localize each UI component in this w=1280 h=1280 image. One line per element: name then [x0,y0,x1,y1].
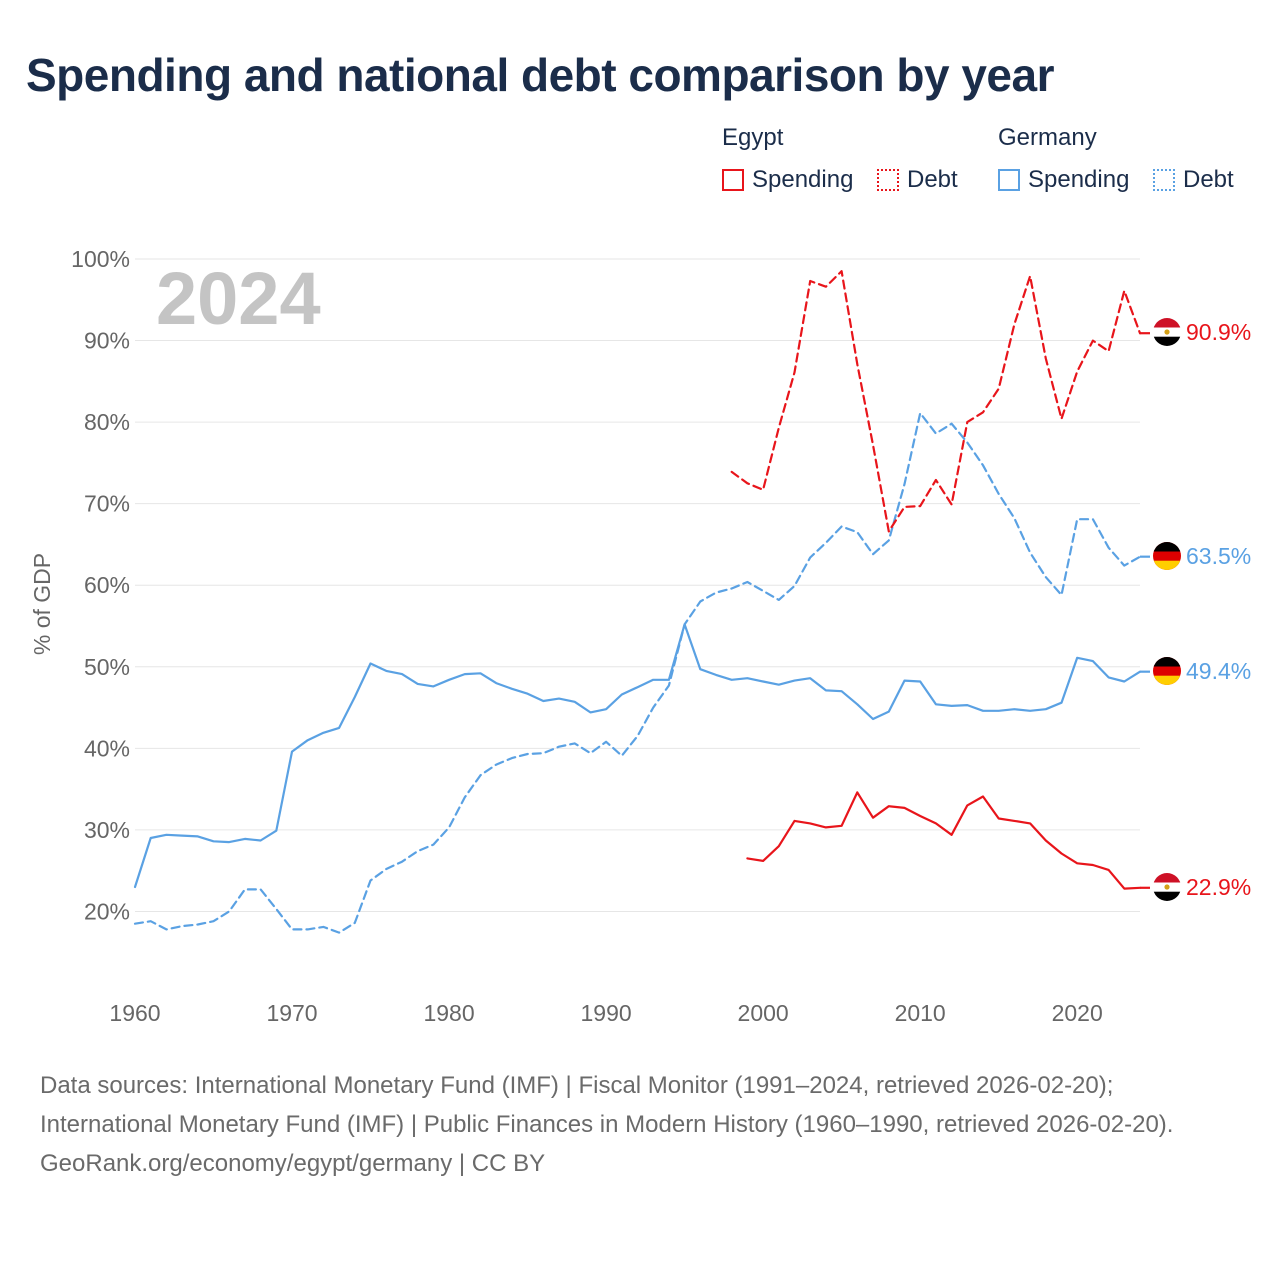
egypt-spending-end-marker: 22.9% [1153,873,1251,901]
x-tick-label: 2020 [1052,1000,1103,1026]
solid-line-swatch-icon [998,169,1020,191]
legend-germany-debt[interactable]: Debt [1153,166,1234,194]
legend-egypt-debt-label: Debt [907,166,958,193]
legend-germany: Germany Spending Debt [998,124,1258,204]
series-line-egypt-spending [746,791,1142,890]
legend-egypt-spending[interactable]: Spending [722,166,853,194]
x-tick-label: 1990 [581,1000,632,1026]
egypt-debt-end-marker: 90.9% [1153,318,1251,346]
x-axis-ticks: 1960 1970 1980 1990 2000 2010 2020 [109,1000,1102,1026]
germany-spending-end-label: 49.4% [1186,658,1251,684]
year-watermark: 2024 [156,257,321,340]
line-chart: 20% 30% 40% 50% 60% 70% 80% 90% 100% 1960 1970 198… [29,246,1251,1026]
gridlines [135,258,1140,912]
x-tick-label: 1960 [109,1000,160,1026]
x-tick-label: 2000 [738,1000,789,1026]
y-tick-label: 60% [84,572,130,598]
series-line-germany-spending [133,623,1142,889]
dashed-line-swatch-icon [877,169,899,191]
germany-debt-end-marker: 63.5% [1153,542,1251,570]
legend-germany-label: Germany [998,124,1097,151]
legend-germany-spending[interactable]: Spending [998,166,1129,194]
egypt-spending-end-label: 22.9% [1186,874,1251,900]
data-sources: Data sources: International Monetary Fun… [40,1072,1174,1138]
legend-egypt-spending-label: Spending [752,166,854,193]
germany-spending-end-marker: 49.4% [1153,657,1251,685]
y-tick-label: 20% [84,898,130,924]
y-tick-label: 40% [84,735,130,761]
x-tick-label: 1980 [423,1000,474,1026]
y-tick-label: 30% [84,817,130,843]
y-tick-label: 50% [84,654,130,680]
y-tick-label: 100% [71,246,130,272]
legend-egypt-debt[interactable]: Debt [877,166,958,194]
legend-germany-debt-label: Debt [1183,166,1234,193]
egypt-flag-icon [1153,873,1181,901]
x-tick-label: 2010 [895,1000,946,1026]
solid-line-swatch-icon [722,169,744,191]
germany-flag-icon [1153,542,1181,570]
y-tick-label: 80% [84,409,130,435]
y-axis-label: % of GDP [29,553,55,655]
footer: Data sources: International Monetary Fun… [40,1066,1240,1183]
egypt-debt-end-label: 90.9% [1186,319,1251,345]
series-line-egypt-debt [730,270,1142,533]
y-axis-ticks: 20% 30% 40% 50% 60% 70% 80% 90% 100% [71,246,130,924]
chart-title: Spending and national debt comparison by… [26,49,1055,101]
legend-germany-spending-label: Spending [1028,166,1130,193]
germany-debt-end-label: 63.5% [1186,543,1251,569]
egypt-flag-icon [1153,318,1181,346]
series-line-germany-debt [133,412,1142,934]
series-lines [133,270,1150,934]
legend-egypt-label: Egypt [722,124,784,151]
legend-egypt: Egypt Spending Debt [722,124,982,204]
x-tick-label: 1970 [266,1000,317,1026]
y-tick-label: 70% [84,491,130,517]
y-tick-label: 90% [84,328,130,354]
dashed-line-swatch-icon [1153,169,1175,191]
germany-flag-icon [1153,657,1181,685]
credit-link[interactable]: GeoRank.org/economy/egypt/germany | CC B… [40,1150,546,1177]
